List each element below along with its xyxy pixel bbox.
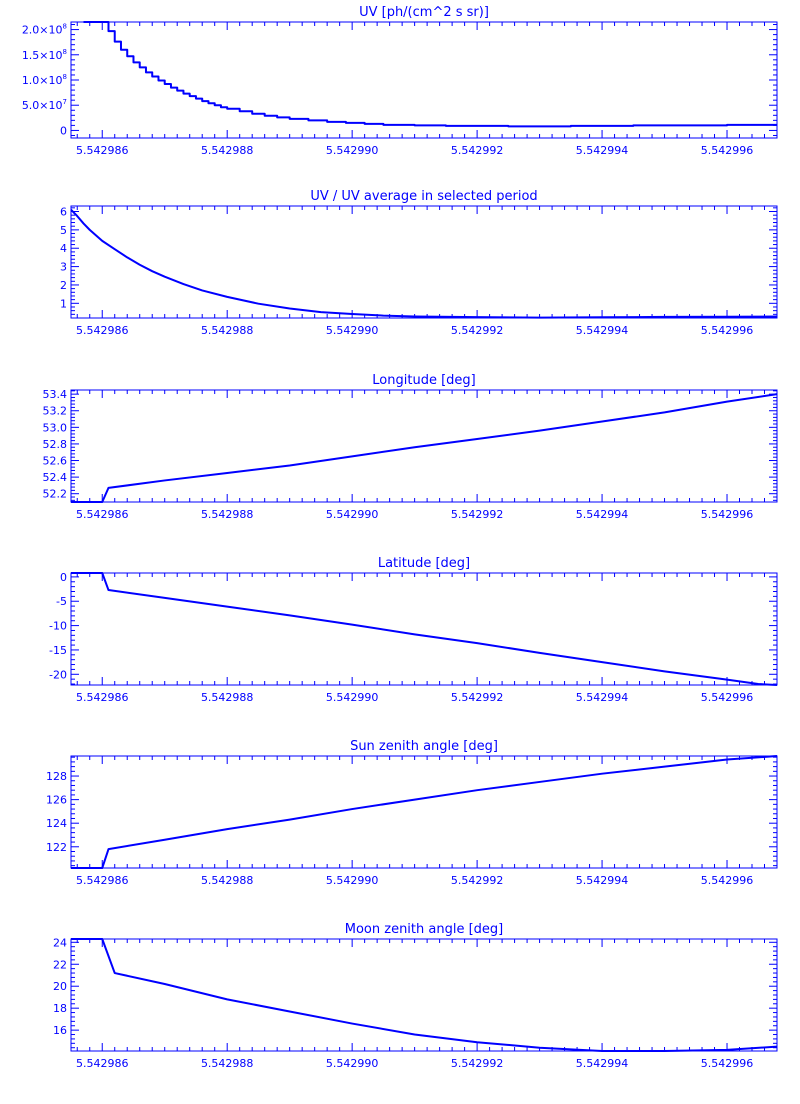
- x-tick-label: 5.542996: [701, 144, 754, 157]
- panel-3: Longitude [deg] 5.542986 5.542988 5.542990 5…: [43, 373, 778, 521]
- panel-5: Sun zenith angle [deg] 5.542986 5.542988 5.…: [46, 739, 778, 887]
- x-tick-label: 5.542986: [76, 691, 129, 704]
- data-series-line: [71, 572, 778, 686]
- y-tick-label: 52.6: [43, 455, 68, 468]
- data-series-line: [71, 938, 778, 1052]
- x-tick-label: 5.542986: [76, 144, 129, 157]
- y-tick-label: 2.0×108: [22, 23, 67, 37]
- x-tick-label: 5.542994: [576, 691, 629, 704]
- data-series-line: [71, 755, 778, 869]
- x-tick-label: 5.542988: [201, 508, 254, 521]
- y-tick-label: 122: [46, 841, 67, 854]
- y-tick-label: 2: [60, 279, 67, 292]
- plot-frame: [70, 572, 778, 686]
- x-tick-label: 5.542988: [201, 691, 254, 704]
- plot-frame: [70, 205, 778, 319]
- x-tick-label: 5.542986: [76, 1057, 129, 1070]
- plot-frame: [70, 21, 778, 139]
- chart-title: UV / UV average in selected period: [310, 189, 537, 204]
- x-tick-label: 5.542994: [576, 324, 629, 337]
- plot-frame: [70, 389, 778, 503]
- y-tick-label: 4: [60, 242, 67, 255]
- y-tick-label: 22: [53, 958, 67, 971]
- y-tick-label: 52.4: [43, 471, 68, 484]
- x-tick-label: 5.542996: [701, 508, 754, 521]
- x-tick-label: 5.542992: [451, 1057, 504, 1070]
- x-tick-label: 5.542992: [451, 508, 504, 521]
- x-tick-label: 5.542994: [576, 874, 629, 887]
- y-tick-label: 24: [53, 936, 67, 949]
- x-tick-label: 5.542990: [326, 691, 379, 704]
- x-tick-label: 5.542992: [451, 691, 504, 704]
- x-tick-label: 5.542988: [201, 1057, 254, 1070]
- x-tick-label: 5.542986: [76, 874, 129, 887]
- chart-title: Sun zenith angle [deg]: [350, 739, 498, 754]
- x-tick-label: 5.542990: [326, 874, 379, 887]
- y-tick-label: 20: [53, 980, 67, 993]
- panel-2: UV / UV average in selected period 5.5429…: [60, 189, 778, 337]
- y-tick-label: 128: [46, 770, 67, 783]
- chart-title: UV [ph/(cm^2 s sr)]: [359, 5, 489, 20]
- y-tick-label: 3: [60, 261, 67, 274]
- x-tick-label: 5.542990: [326, 144, 379, 157]
- x-tick-label: 5.542986: [76, 324, 129, 337]
- x-tick-label: 5.542996: [701, 874, 754, 887]
- x-tick-label: 5.542988: [201, 874, 254, 887]
- x-tick-label: 5.542992: [451, 144, 504, 157]
- y-tick-label: 126: [46, 794, 67, 807]
- x-tick-label: 5.542988: [201, 324, 254, 337]
- x-tick-label: 5.542994: [576, 1057, 629, 1070]
- y-tick-label: 0: [60, 124, 67, 137]
- plot-frame: [70, 938, 778, 1052]
- y-tick-label: 53.4: [43, 388, 68, 401]
- x-tick-label: 5.542988: [201, 144, 254, 157]
- x-tick-label: 5.542990: [326, 324, 379, 337]
- y-tick-label: -15: [49, 644, 67, 657]
- data-series-line: [83, 21, 777, 128]
- x-tick-label: 5.542986: [76, 508, 129, 521]
- x-tick-label: 5.542990: [326, 508, 379, 521]
- chart-title: Moon zenith angle [deg]: [345, 922, 503, 937]
- x-tick-label: 5.542996: [701, 1057, 754, 1070]
- chart-title: Latitude [deg]: [378, 556, 470, 571]
- y-tick-label: 16: [53, 1024, 67, 1037]
- y-tick-label: 53.2: [43, 405, 68, 418]
- y-tick-label: -5: [56, 595, 67, 608]
- panel-1: UV [ph/(cm^2 s sr)] 5.542986 5.542988 5.542…: [22, 5, 778, 157]
- x-tick-label: 5.542992: [451, 874, 504, 887]
- x-tick-label: 5.542992: [451, 324, 504, 337]
- y-tick-label: -10: [49, 620, 67, 633]
- y-tick-label: 53.0: [43, 421, 68, 434]
- x-tick-label: 5.542996: [701, 691, 754, 704]
- y-tick-label: 18: [53, 1002, 67, 1015]
- x-tick-label: 5.542994: [576, 508, 629, 521]
- y-tick-label: 52.8: [43, 438, 68, 451]
- y-tick-label: 1.0×108: [22, 73, 67, 87]
- data-series-line: [70, 208, 778, 319]
- y-tick-label: 1.5×108: [22, 48, 67, 62]
- plot-frame: [70, 755, 778, 869]
- y-tick-label: 0: [60, 571, 67, 584]
- y-tick-label: 6: [60, 206, 67, 219]
- panel-4: Latitude [deg] 5.542986 5.542988 5.542990 5.…: [49, 556, 778, 704]
- y-tick-label: 5: [60, 224, 67, 237]
- y-tick-label: 52.2: [43, 488, 68, 501]
- y-tick-label: 124: [46, 817, 67, 830]
- x-tick-label: 5.542994: [576, 144, 629, 157]
- x-tick-label: 5.542996: [701, 324, 754, 337]
- chart-title: Longitude [deg]: [372, 373, 475, 388]
- panel-6: Moon zenith angle [deg] 5.542986 5.542988 5…: [53, 922, 778, 1070]
- data-series-line: [71, 393, 778, 503]
- y-tick-label: 5.0×107: [22, 98, 67, 112]
- x-tick-label: 5.542990: [326, 1057, 379, 1070]
- y-tick-label: -20: [49, 668, 67, 681]
- y-tick-label: 1: [60, 297, 67, 310]
